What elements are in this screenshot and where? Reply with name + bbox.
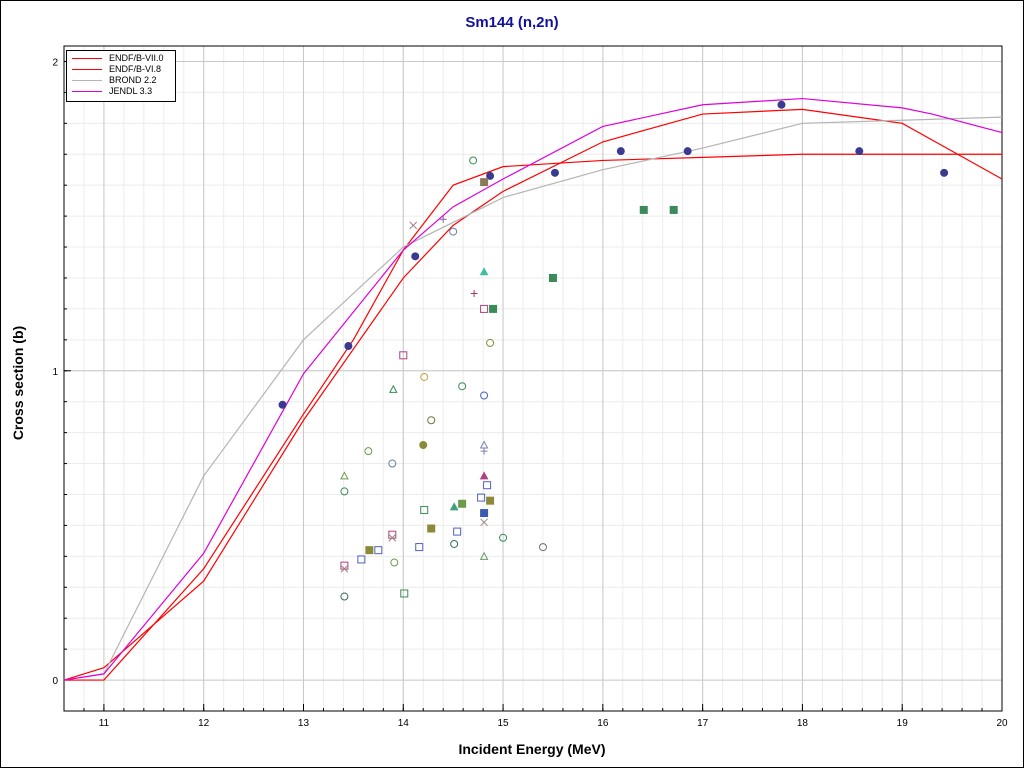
x-tick-label: 19 bbox=[897, 718, 909, 729]
data-point-circle bbox=[480, 391, 489, 400]
data-point-cross bbox=[480, 518, 488, 527]
data-point-circle bbox=[683, 147, 692, 156]
data-point-plus bbox=[480, 447, 488, 455]
data-point-circle bbox=[278, 400, 287, 409]
data-point-triangle bbox=[388, 384, 398, 393]
data-point-circle bbox=[777, 100, 786, 109]
grid-layer bbox=[63, 46, 1003, 712]
data-point-triangle bbox=[479, 471, 489, 480]
data-point-square bbox=[480, 304, 489, 313]
legend-label: JENDL 3.3 bbox=[109, 86, 153, 96]
data-point-circle bbox=[420, 372, 429, 381]
data-point-cross bbox=[388, 533, 397, 542]
data-point-square bbox=[400, 589, 409, 598]
data-point-circle bbox=[427, 416, 436, 425]
data-point-square bbox=[548, 273, 557, 282]
legend-swatch bbox=[72, 69, 102, 70]
legend-item-brond-2-2: BROND 2.2 bbox=[67, 75, 175, 87]
x-tick-label: 17 bbox=[697, 718, 709, 729]
legend-swatch bbox=[72, 91, 102, 92]
legend-item-endf-b-vii0: ENDF/B-VII.0 bbox=[67, 53, 175, 65]
marker-layer bbox=[278, 100, 949, 601]
data-point-circle bbox=[616, 147, 625, 156]
data-point-square bbox=[357, 555, 366, 564]
data-point-square bbox=[480, 178, 489, 187]
y-tick-label: 0 bbox=[52, 676, 58, 687]
axes-box bbox=[63, 45, 1003, 712]
data-point-square bbox=[415, 543, 424, 552]
series-line-3 bbox=[63, 97, 1003, 681]
data-point-square bbox=[669, 205, 678, 214]
data-point-circle bbox=[390, 558, 399, 567]
x-tick-label: 13 bbox=[298, 718, 310, 729]
data-point-circle bbox=[340, 592, 349, 601]
x-axis-label: Incident Energy (MeV) bbox=[458, 741, 606, 757]
chart-title: Sm144 (n,2n) bbox=[465, 14, 559, 31]
data-point-circle bbox=[486, 338, 495, 347]
data-point-circle bbox=[449, 227, 458, 236]
data-point-circle bbox=[550, 168, 559, 177]
legend-swatch bbox=[72, 80, 102, 81]
data-point-triangle bbox=[479, 440, 489, 449]
legend-swatch bbox=[72, 58, 102, 59]
data-point-plus bbox=[470, 289, 478, 297]
data-point-square bbox=[480, 509, 489, 518]
y-axis-label: Cross section (b) bbox=[10, 325, 26, 441]
data-point-triangle bbox=[340, 471, 349, 480]
data-point-circle bbox=[940, 168, 949, 177]
x-tick-label: 11 bbox=[99, 718, 110, 729]
series-line-2 bbox=[63, 116, 1003, 681]
data-point-circle bbox=[450, 539, 459, 548]
data-point-circle bbox=[411, 252, 420, 261]
data-point-circle bbox=[499, 533, 508, 542]
legend-label: ENDF/B-VII.0 bbox=[109, 53, 164, 63]
data-point-square bbox=[483, 481, 492, 490]
data-point-square bbox=[453, 527, 462, 536]
data-point-triangle bbox=[479, 551, 489, 560]
legend-label: ENDF/B-VI.8 bbox=[109, 64, 162, 74]
data-point-circle bbox=[340, 487, 349, 496]
data-point-circle bbox=[486, 171, 495, 180]
data-point-square bbox=[486, 496, 495, 505]
data-point-square bbox=[399, 351, 408, 360]
y-tick-label: 1 bbox=[52, 367, 58, 378]
data-point-circle bbox=[344, 342, 353, 351]
data-point-cross bbox=[409, 221, 418, 230]
data-point-square bbox=[458, 499, 467, 508]
data-point-square bbox=[374, 546, 383, 555]
data-point-cross bbox=[340, 564, 349, 573]
series-layer bbox=[63, 97, 1003, 681]
legend-label: BROND 2.2 bbox=[109, 75, 157, 85]
x-tick-label: 20 bbox=[996, 718, 1008, 729]
data-point-square bbox=[365, 546, 374, 555]
data-point-circle bbox=[469, 156, 478, 165]
x-tick-label: 15 bbox=[498, 718, 510, 729]
data-point-square bbox=[639, 205, 648, 214]
series-line-1 bbox=[64, 153, 1002, 681]
x-tick-label: 18 bbox=[797, 718, 809, 729]
data-point-square bbox=[489, 304, 498, 313]
data-point-plus bbox=[439, 215, 447, 223]
legend-item-endf-b-vi8: ENDF/B-VI.8 bbox=[67, 64, 175, 76]
data-point-square bbox=[420, 505, 429, 514]
data-point-circle bbox=[538, 543, 547, 552]
data-point-circle bbox=[458, 382, 467, 391]
x-tick-label: 16 bbox=[597, 718, 609, 729]
x-tick-label: 14 bbox=[398, 718, 410, 729]
series-line-0 bbox=[63, 108, 1003, 681]
data-point-square bbox=[427, 524, 436, 533]
data-point-triangle bbox=[479, 267, 489, 276]
data-point-circle bbox=[388, 459, 397, 468]
data-point-triangle bbox=[449, 502, 459, 511]
legend: ENDF/B-VII.0 ENDF/B-VI.8 BROND 2.2 JENDL… bbox=[66, 50, 176, 102]
data-point-circle bbox=[419, 441, 428, 449]
x-tick-label: 12 bbox=[198, 718, 210, 729]
data-point-square bbox=[477, 493, 486, 502]
legend-item-jendl-3-3: JENDL 3.3 bbox=[67, 86, 175, 98]
data-point-circle bbox=[855, 147, 864, 156]
data-point-circle bbox=[364, 447, 373, 456]
y-tick-label: 2 bbox=[52, 57, 58, 68]
